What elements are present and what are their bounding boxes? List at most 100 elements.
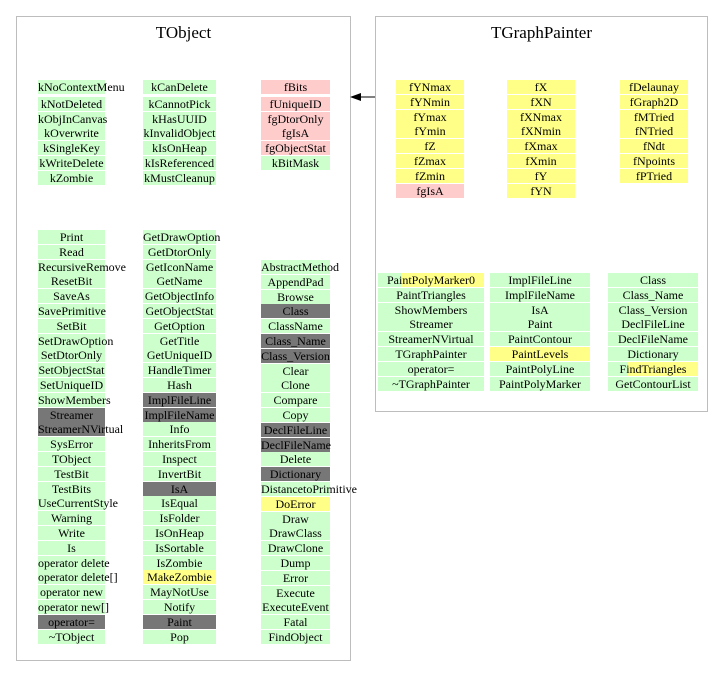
- tgraphpainter-members-col2: fX fXN fXNmax fXNmin fXmax fXmin fY fYN: [507, 80, 575, 198]
- member-paint: Paint: [490, 317, 590, 332]
- member-streamer: Streamer: [378, 317, 484, 332]
- member-resetbit: ResetBit: [38, 274, 105, 289]
- member-fzmin: fZmin: [396, 168, 464, 183]
- member-browse: Browse: [261, 289, 330, 304]
- member-inheritsfrom: InheritsFrom: [143, 437, 216, 452]
- member-fgobjectstat: fgObjectStat: [261, 141, 330, 156]
- member-paintpolymarker0: PaintPolyMarker0: [378, 273, 484, 287]
- member-dictionary: Dictionary: [261, 467, 330, 482]
- member-info: Info: [143, 422, 216, 437]
- member-classname: ClassName: [261, 319, 330, 334]
- member-abstractmethod: AbstractMethod: [261, 260, 339, 274]
- member-saveas: SaveAs: [38, 289, 105, 304]
- member-class-version: Class_Version: [261, 348, 330, 363]
- member-fyn: fYN: [507, 183, 575, 198]
- member-implfileline: ImplFileLine: [490, 273, 590, 287]
- tgraphpainter-title: TGraphPainter: [490, 23, 593, 42]
- member-kcannotpick: kCannotPick: [143, 96, 216, 111]
- member-inspect: Inspect: [143, 451, 216, 466]
- tgraphpainter-class-box: TGraphPainter fYNmax fYNmin fYmax fYmin fZ fZ…: [375, 16, 708, 412]
- member-implfileline: ImplFileLine: [143, 392, 216, 407]
- member-iszombie: IsZombie: [143, 555, 216, 570]
- tgraphpainter-members-col3: fDelaunay fGraph2D fMTried fNTried fNdt fNpoi…: [620, 80, 688, 184]
- member-findtriangles: FindTriangles: [608, 361, 698, 376]
- member-fzmax: fZmax: [396, 153, 464, 168]
- member-distancetoprimitive: DistancetoPrimitive: [261, 481, 357, 496]
- tobject-bits-col3: fBits fUniqueID fgDtorOnly fgIsA fgObjectSta…: [261, 80, 330, 171]
- member-streamernvirtual: StreamerNVirtual: [378, 332, 484, 347]
- tobject-methods-col3: AbstractMethod AppendPad Browse Class ClassN…: [261, 260, 357, 645]
- member-paintpolymarker: PaintPolyMarker: [490, 376, 590, 391]
- member-clone: Clone: [261, 378, 330, 393]
- member-pop: Pop: [143, 629, 216, 644]
- member-read: Read: [38, 244, 105, 259]
- tgraphpainter-methods-col2: ImplFileLine ImplFileName IsA Paint PaintCon…: [490, 273, 590, 391]
- member-kinvalidobject: kInvalidObject: [143, 126, 216, 141]
- member-declfileline: DeclFileLine: [608, 317, 698, 332]
- member-testbits: TestBits: [38, 481, 105, 496]
- member-fymax: fYmax: [396, 109, 464, 124]
- member-getdrawoption: GetDrawOption: [143, 230, 221, 244]
- member-class-version: Class_Version: [608, 302, 698, 317]
- member-showmembers: ShowMembers: [378, 302, 484, 317]
- member-fz: fZ: [396, 139, 464, 154]
- member-setdrawoption: SetDrawOption: [38, 333, 114, 348]
- member-fy: fY: [507, 168, 575, 183]
- member-operator-new: operator new[]: [38, 599, 109, 614]
- member-tobject: TObject: [38, 451, 105, 466]
- member-print: Print: [38, 230, 105, 244]
- member-error: Error: [261, 570, 330, 585]
- member-fnpoints: fNpoints: [620, 153, 688, 168]
- member-write: Write: [38, 525, 105, 540]
- member-appendpad: AppendPad: [261, 274, 330, 289]
- member-getoption: GetOption: [143, 318, 216, 333]
- member-usecurrentstyle: UseCurrentStyle: [38, 496, 118, 511]
- member-fx: fX: [507, 80, 575, 94]
- tobject-methods-col1: Print Read RecursiveRemove ResetBit SaveAs Sa…: [38, 230, 126, 644]
- member-execute: Execute: [261, 585, 330, 600]
- member-testbit: TestBit: [38, 466, 105, 481]
- member-fxmin: fXmin: [507, 153, 575, 168]
- member-drawclass: DrawClass: [261, 526, 330, 541]
- member-hash: Hash: [143, 377, 216, 392]
- member-getdtoronly: GetDtorOnly: [143, 244, 216, 259]
- member-fndt: fNdt: [620, 139, 688, 154]
- member-setbit: SetBit: [38, 318, 105, 333]
- member-declfilename: DeclFileName: [608, 332, 698, 347]
- member-clear: Clear: [261, 363, 330, 378]
- inheritance-arrow: [350, 93, 377, 101]
- member-fbits: fBits: [261, 80, 330, 94]
- member-findobject: FindObject: [261, 629, 330, 644]
- member-fymin: fYmin: [396, 124, 464, 139]
- tgraphpainter-methods-col3: Class Class_Name Class_Version DeclFileLine…: [608, 273, 698, 391]
- member-kisreferenced: kIsReferenced: [143, 155, 216, 170]
- member-paintcontour: PaintContour: [490, 332, 590, 347]
- member-fdelaunay: fDelaunay: [620, 80, 688, 94]
- member-doerror: DoError: [261, 496, 330, 511]
- member-class-name: Class_Name: [261, 333, 330, 348]
- member-isonheap: IsOnHeap: [143, 525, 216, 540]
- member-warning: Warning: [38, 511, 105, 526]
- member-getobjectstat: GetObjectStat: [143, 303, 216, 318]
- member-copy: Copy: [261, 407, 330, 422]
- member-class: Class: [608, 273, 698, 287]
- member-operator-delete: operator delete[]: [38, 570, 118, 585]
- member-declfilename: DeclFileName: [261, 437, 331, 452]
- member-setdtoronly: SetDtorOnly: [38, 348, 105, 363]
- member-operator: operator=: [378, 361, 484, 376]
- member-tgraphpainter: TGraphPainter: [378, 346, 484, 361]
- member-painttriangles: PaintTriangles: [378, 287, 484, 302]
- tobject-bits-col1: kNoContextMenu kNotDeleted kObjInCanvas kOv…: [38, 80, 125, 186]
- tobject-methods-col2: GetDrawOption GetDtorOnly GetIconName GetNa…: [143, 230, 221, 644]
- member-dump: Dump: [261, 555, 330, 570]
- member-class-name: Class_Name: [608, 287, 698, 302]
- member-maynotuse: MayNotUse: [143, 585, 216, 600]
- member-fynmax: fYNmax: [396, 80, 464, 94]
- member-kwritedelete: kWriteDelete: [38, 155, 105, 170]
- member-isequal: IsEqual: [143, 496, 216, 511]
- tobject-title: TObject: [155, 23, 212, 42]
- member-fxn: fXN: [507, 94, 575, 109]
- member-drawclone: DrawClone: [261, 541, 330, 556]
- tgraphpainter-members-col1: fYNmax fYNmin fYmax fYmin fZ fZmax fZmin fgIsA: [396, 80, 464, 198]
- member-class: Class: [261, 304, 330, 319]
